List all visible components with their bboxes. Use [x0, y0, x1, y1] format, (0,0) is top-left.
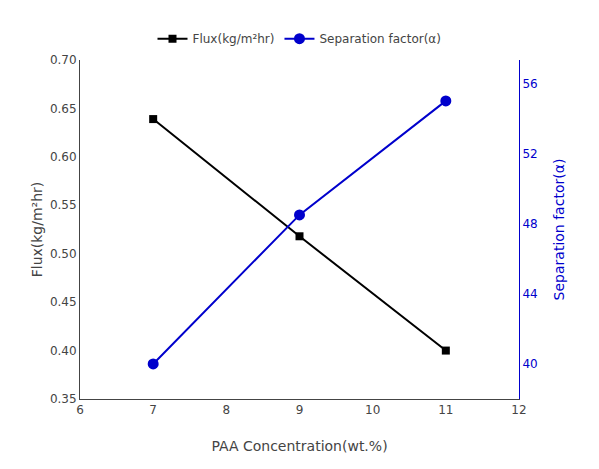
svg-text:40: 40 [522, 357, 537, 371]
svg-text:0.45: 0.45 [50, 295, 77, 309]
svg-text:PAA Concentration(wt.%): PAA Concentration(wt.%) [211, 438, 387, 454]
svg-text:11: 11 [438, 403, 453, 417]
svg-text:52: 52 [522, 147, 537, 161]
svg-text:Separation factor(α): Separation factor(α) [551, 159, 567, 301]
svg-text:0.55: 0.55 [50, 198, 77, 212]
svg-text:44: 44 [522, 287, 537, 301]
svg-text:0.60: 0.60 [50, 150, 77, 164]
svg-text:0.50: 0.50 [50, 247, 77, 261]
svg-text:6: 6 [76, 403, 84, 417]
svg-text:Separation factor(α): Separation factor(α) [319, 32, 441, 46]
svg-text:Flux(kg/m²hr): Flux(kg/m²hr) [193, 32, 275, 46]
svg-text:7: 7 [149, 403, 157, 417]
svg-text:56: 56 [522, 77, 537, 91]
svg-text:48: 48 [522, 217, 537, 231]
svg-text:9: 9 [296, 403, 304, 417]
svg-text:0.35: 0.35 [50, 392, 77, 406]
svg-text:10: 10 [365, 403, 380, 417]
svg-text:8: 8 [223, 403, 231, 417]
svg-text:0.40: 0.40 [50, 344, 77, 358]
svg-text:0.65: 0.65 [50, 102, 77, 116]
svg-text:Flux(kg/m²hr): Flux(kg/m²hr) [29, 182, 45, 278]
svg-text:0.70: 0.70 [50, 53, 77, 67]
svg-text:12: 12 [511, 403, 526, 417]
